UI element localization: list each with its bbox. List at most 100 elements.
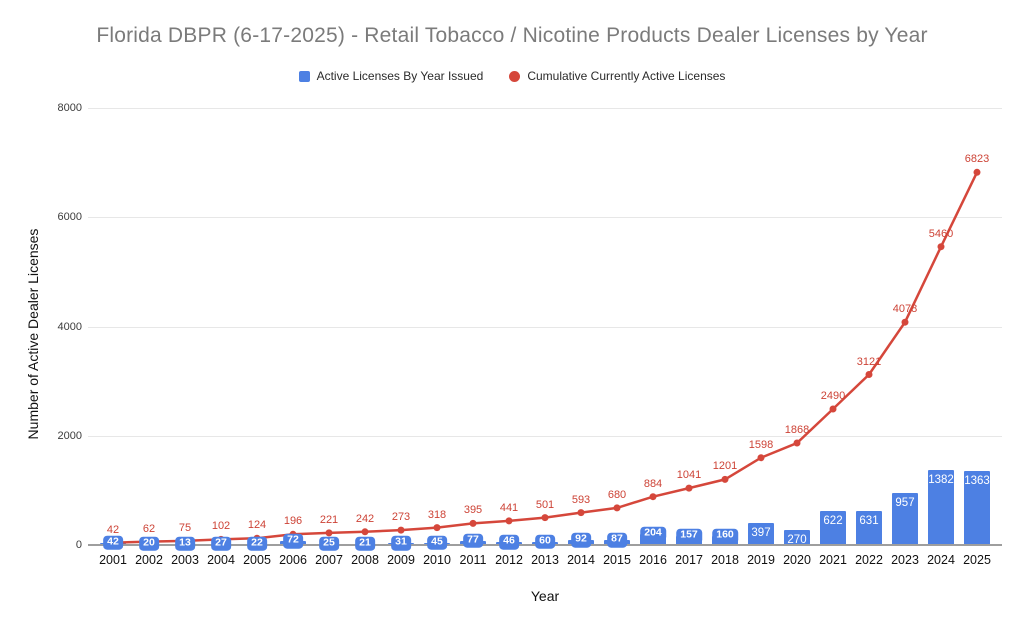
- bar-label-2008: 21: [355, 536, 375, 551]
- line-label-2003: 75: [178, 521, 192, 534]
- ytick-label-2000: 2000: [57, 429, 82, 442]
- line-label-2016: 884: [643, 477, 663, 490]
- xtick-label-2024: 2024: [927, 553, 955, 567]
- ytick-label-0: 0: [75, 539, 82, 551]
- xtick-label-2025: 2025: [963, 553, 991, 567]
- line-point-2017: [685, 484, 693, 492]
- bar-label-2015: 87: [607, 532, 627, 548]
- bar-label-2005: 22: [247, 536, 267, 551]
- line-label-2015: 680: [607, 488, 627, 501]
- line-point-2008: [361, 528, 369, 536]
- bar-label-2014: 92: [571, 532, 591, 548]
- line-label-2018: 1201: [712, 460, 738, 473]
- ytick-label-4000: 4000: [57, 320, 82, 333]
- line-point-2010: [433, 524, 441, 532]
- line-label-2022: 3121: [856, 355, 882, 368]
- line-label-2011: 395: [463, 504, 483, 517]
- legend-item-line: Cumulative Currently Active Licenses: [509, 69, 725, 83]
- bar-label-2010: 45: [427, 535, 447, 550]
- bar-2023: [892, 492, 918, 545]
- line-label-2012: 441: [499, 501, 519, 514]
- xtick-label-2007: 2007: [315, 553, 343, 567]
- line-label-2006: 196: [283, 515, 303, 528]
- xtick-label-2005: 2005: [243, 553, 271, 567]
- ytick-label-8000: 8000: [57, 102, 82, 114]
- line-label-2014: 593: [571, 493, 591, 506]
- xtick-label-2016: 2016: [639, 553, 667, 567]
- bar-label-2017: 157: [676, 529, 702, 544]
- bar-label-2025: 1363: [964, 474, 990, 487]
- xtick-label-2011: 2011: [459, 553, 487, 567]
- bar-label-2023: 957: [895, 496, 915, 509]
- bar-2021: [820, 511, 846, 545]
- line-label-2024: 5460: [928, 227, 954, 240]
- bar-label-2020: 270: [787, 534, 807, 547]
- bar-label-2024: 1382: [928, 473, 954, 486]
- bar-2022: [856, 510, 882, 545]
- line-point-2015: [613, 504, 621, 512]
- line-label-2025: 6823: [964, 153, 990, 166]
- xtick-label-2003: 2003: [171, 553, 199, 567]
- bar-label-2012: 46: [499, 535, 519, 550]
- y-axis-title: Number of Active Dealer Licenses: [25, 228, 41, 440]
- xtick-label-2018: 2018: [711, 553, 739, 567]
- xtick-label-2009: 2009: [387, 553, 415, 567]
- line-point-2025: [973, 168, 981, 176]
- line-point-2014: [577, 509, 585, 517]
- xtick-label-2023: 2023: [891, 553, 919, 567]
- bar-label-2019: 397: [751, 527, 771, 540]
- gridline-2000: [88, 435, 1002, 437]
- line-label-2020: 1868: [784, 423, 810, 436]
- cumulative-line-layer: [109, 168, 981, 547]
- gridline-4000: [88, 326, 1002, 328]
- bar-2024: [928, 469, 954, 545]
- line-point-2016: [649, 493, 657, 501]
- bar-label-2016: 204: [640, 526, 666, 542]
- line-label-2009: 273: [391, 511, 411, 524]
- xtick-label-2015: 2015: [603, 553, 631, 567]
- xtick-label-2020: 2020: [783, 553, 811, 567]
- line-label-2013: 501: [535, 498, 555, 511]
- line-point-2009: [397, 526, 405, 534]
- xtick-label-2012: 2012: [495, 553, 523, 567]
- line-point-2021: [829, 405, 837, 413]
- ytick-label-6000: 6000: [57, 211, 82, 224]
- legend-item-bars: Active Licenses By Year Issued: [298, 69, 484, 83]
- bar-label-2001: 42: [103, 535, 123, 550]
- legend-label-bars: Active Licenses By Year Issued: [316, 69, 484, 83]
- chart-title: Florida DBPR (6-17-2025) - Retail Tobacc…: [96, 24, 928, 47]
- bar-label-2006: 72: [283, 533, 303, 549]
- bar-label-2003: 13: [175, 536, 195, 551]
- bar-label-2011: 77: [463, 533, 483, 549]
- xtick-label-2013: 2013: [531, 553, 559, 567]
- bar-2019: [748, 523, 774, 545]
- gridline-8000: [88, 108, 1002, 109]
- line-label-2007: 221: [319, 513, 339, 526]
- line-point-2020: [793, 439, 801, 447]
- line-label-2021: 2490: [820, 389, 846, 402]
- bar-label-2021: 622: [823, 515, 843, 528]
- xtick-label-2014: 2014: [567, 553, 595, 567]
- bar-label-2002: 20: [139, 536, 159, 551]
- bar-label-2009: 31: [391, 536, 411, 551]
- xtick-label-2001: 2001: [99, 553, 127, 567]
- line-point-2023: [901, 318, 909, 326]
- plot-area: 42 20 13 27 22 72 25 21 31 45 77 46 60 92 87 204 157 160 3…: [88, 108, 1002, 551]
- line-point-2024: [937, 243, 945, 251]
- line-label-2010: 318: [427, 508, 447, 521]
- bar-label-2007: 25: [319, 536, 339, 551]
- bar-label-2018: 160: [712, 528, 738, 544]
- line-point-2022: [865, 371, 873, 378]
- bar-label-2022: 631: [859, 514, 879, 527]
- line-label-2019: 1598: [748, 438, 774, 451]
- cumulative-line: [112, 171, 979, 544]
- line-point-2019: [757, 454, 765, 462]
- xtick-label-2008: 2008: [351, 553, 379, 567]
- legend-label-line: Cumulative Currently Active Licenses: [527, 69, 726, 83]
- xtick-label-2021: 2021: [819, 553, 847, 567]
- line-point-2007: [325, 529, 333, 537]
- line-point-2012: [505, 517, 513, 525]
- bar-2020: [784, 530, 810, 545]
- line-label-2004: 102: [211, 520, 231, 533]
- line-label-2002: 62: [142, 522, 156, 535]
